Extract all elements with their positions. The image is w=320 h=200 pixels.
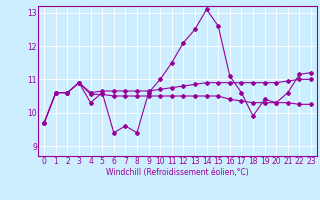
X-axis label: Windchill (Refroidissement éolien,°C): Windchill (Refroidissement éolien,°C) bbox=[106, 168, 249, 177]
